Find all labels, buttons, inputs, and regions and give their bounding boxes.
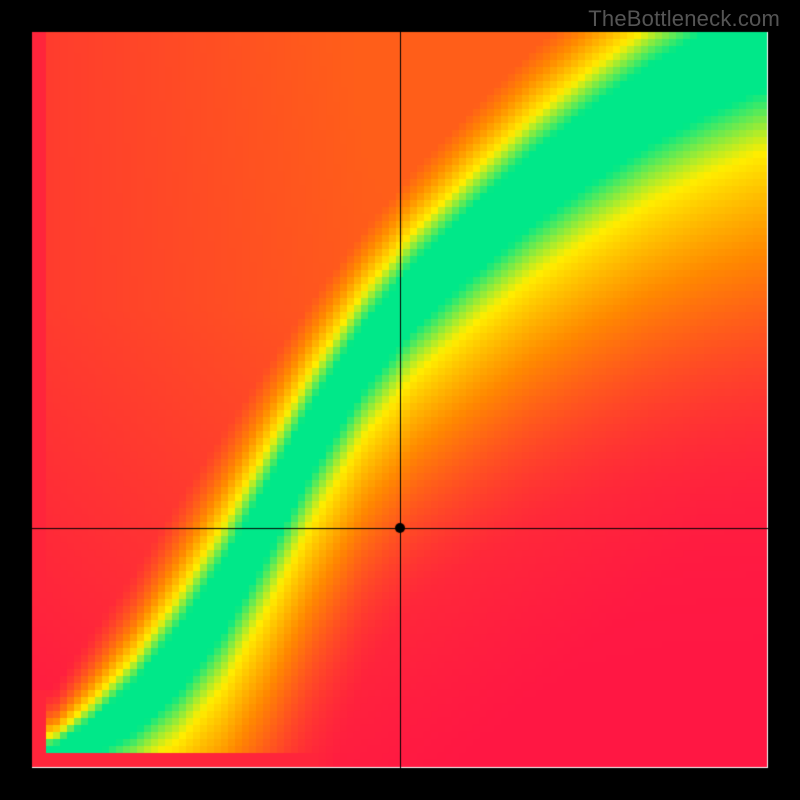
chart-container: TheBottleneck.com <box>0 0 800 800</box>
bottleneck-heatmap <box>0 0 800 800</box>
watermark-text: TheBottleneck.com <box>588 6 780 32</box>
